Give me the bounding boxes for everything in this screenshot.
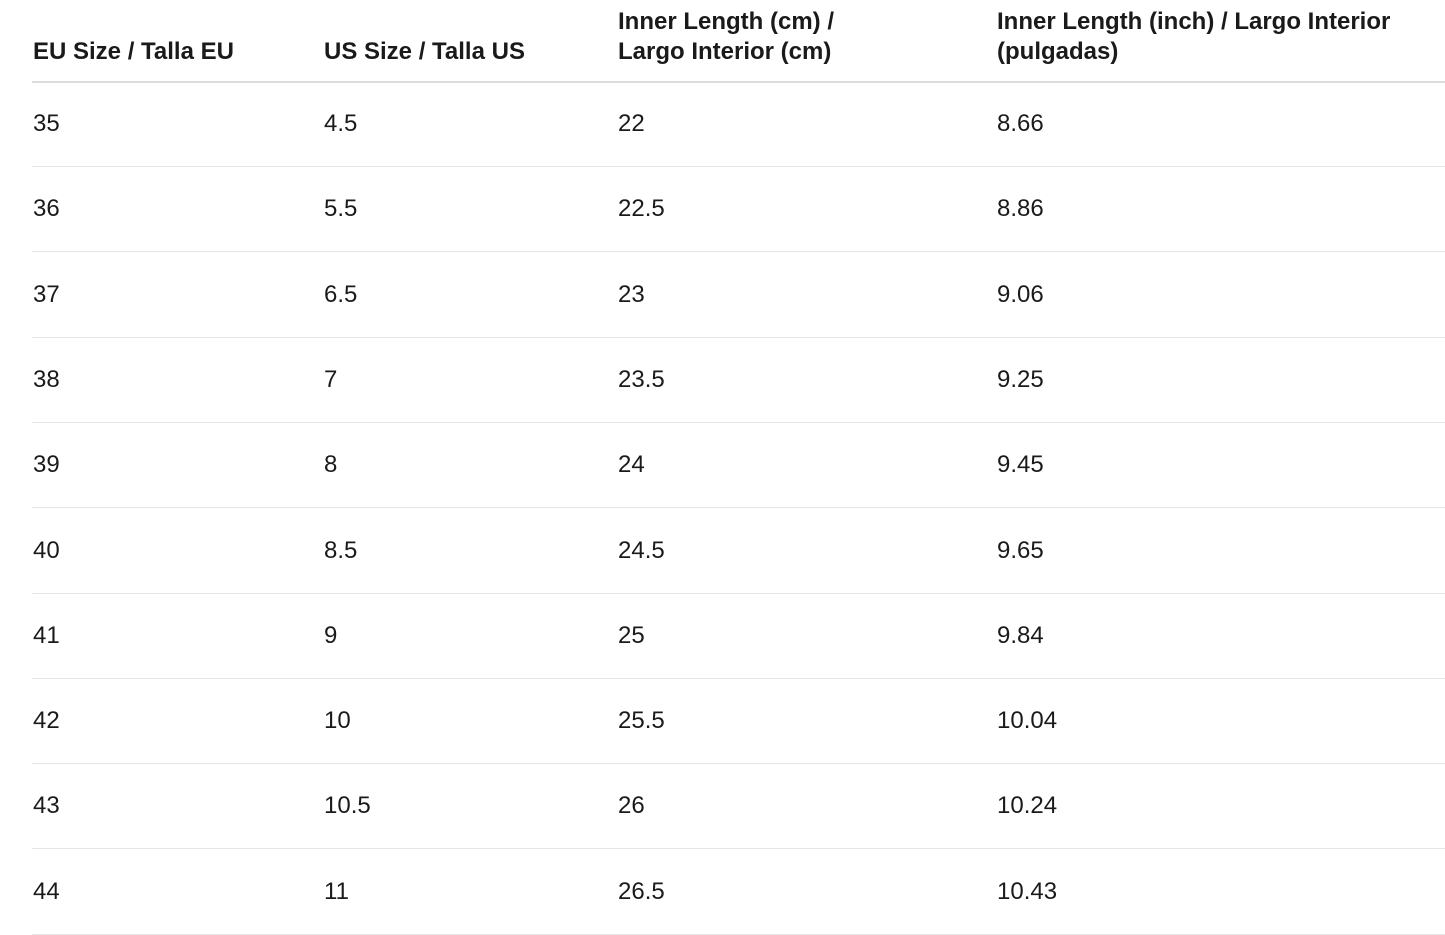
table-cell: 43 xyxy=(33,792,60,820)
table-cell: 35 xyxy=(33,110,60,137)
table-cell: 8.66 xyxy=(997,110,1044,137)
column-header: Inner Length (inch) / Largo Interior (pu… xyxy=(997,8,1391,65)
table-cell: 9.06 xyxy=(997,280,1044,308)
table-cell: 10.43 xyxy=(997,877,1058,905)
column-header: US Size / Talla US xyxy=(324,38,525,65)
table-cell: 9.25 xyxy=(997,365,1044,393)
table-cell: 44 xyxy=(33,877,60,905)
table-cell: 8.5 xyxy=(324,536,358,564)
table-cell: 25 xyxy=(618,621,645,649)
table-cell: 24 xyxy=(618,451,645,479)
table-cell: 42 xyxy=(33,707,60,735)
table-row: 42 10 25.5 10.04 xyxy=(32,679,1445,765)
table-cell: 10 xyxy=(324,707,351,735)
table-cell: 25.5 xyxy=(618,707,665,735)
table-row: 35 4.5 22 8.66 xyxy=(32,82,1445,167)
table-cell: 10.04 xyxy=(997,707,1058,735)
table-cell: 9 xyxy=(324,621,338,649)
table-cell: 5.5 xyxy=(324,195,358,223)
table-row: 36 5.5 22.5 8.86 xyxy=(32,167,1445,253)
page: EU Size / Talla EU US Size / Talla US Inne… xyxy=(32,0,1445,935)
table-cell: 10.24 xyxy=(997,792,1058,820)
table-row: 43 10.5 26 10.24 xyxy=(32,764,1445,850)
table-cell: 4.5 xyxy=(324,110,358,137)
table-cell: 9.84 xyxy=(997,621,1044,649)
table-row: 40 8.5 24.5 9.65 xyxy=(32,509,1445,594)
column-header: EU Size / Talla EU xyxy=(33,38,234,65)
table-cell: 23.5 xyxy=(618,365,665,393)
table-cell: 22 xyxy=(618,110,645,137)
table-cell: 41 xyxy=(33,621,60,649)
table-cell: 7 xyxy=(324,365,338,393)
table-cell: 26 xyxy=(618,792,645,820)
table-row: 37 6.5 23 9.06 xyxy=(32,253,1445,338)
size-table: EU Size / Talla EU US Size / Talla US Inne… xyxy=(32,0,1445,935)
table-row: 38 7 23.5 9.25 xyxy=(32,338,1445,423)
table-cell: 10.5 xyxy=(324,792,371,820)
table-cell: 9.45 xyxy=(997,451,1044,479)
table-header: EU Size / Talla EU US Size / Talla US Inne… xyxy=(32,0,1445,83)
table-cell: 36 xyxy=(33,195,60,223)
table-row: 44 11 26.5 10.43 xyxy=(32,850,1445,935)
table-cell: 11 xyxy=(324,877,349,905)
table-cell: 24.5 xyxy=(618,536,665,564)
column-header: Inner Length (cm) / Largo Interior (cm) xyxy=(618,8,834,65)
table-cell: 23 xyxy=(618,280,645,308)
table-cell: 8.86 xyxy=(997,195,1044,223)
table-cell: 40 xyxy=(33,536,60,564)
table-cell: 37 xyxy=(33,280,60,308)
table-cell: 22.5 xyxy=(618,195,665,223)
table-cell: 38 xyxy=(33,365,60,393)
table-cell: 6.5 xyxy=(324,280,358,308)
table-cell: 26.5 xyxy=(618,877,665,905)
table-cell: 9.65 xyxy=(997,536,1044,564)
table-row: 41 9 25 9.84 xyxy=(32,594,1445,679)
table-cell: 8 xyxy=(324,451,338,479)
table-row: 39 8 24 9.45 xyxy=(32,423,1445,509)
table-cell: 39 xyxy=(33,451,60,479)
